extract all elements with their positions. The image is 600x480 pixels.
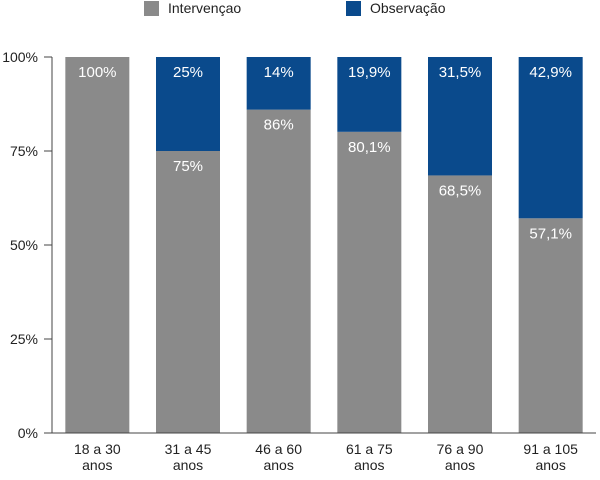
x-tick-label: 18 a 30 xyxy=(74,441,121,457)
data-label: 80,1% xyxy=(348,139,391,156)
y-tick-label: 75% xyxy=(10,143,38,159)
data-label: 100% xyxy=(78,64,116,81)
bar-intervencao xyxy=(428,175,492,433)
data-label: 75% xyxy=(173,158,203,175)
data-label: 68,5% xyxy=(439,182,482,199)
legend-swatch-1 xyxy=(144,1,159,16)
x-tick-label: 46 a 60 xyxy=(255,441,302,457)
legend-label-1: Intervençao xyxy=(168,0,241,16)
x-tick-label: anos xyxy=(263,457,293,473)
bar-intervencao xyxy=(156,151,220,433)
legend-label-2: Observação xyxy=(370,0,446,16)
x-tick-label: anos xyxy=(354,457,384,473)
bar-observacao xyxy=(246,57,311,110)
y-tick-label: 25% xyxy=(10,331,38,347)
bar-observacao xyxy=(518,57,583,219)
y-axis: 0% 25% 50% 75% 100% xyxy=(2,49,53,441)
data-label: 57,1% xyxy=(529,225,572,242)
bar-observacao xyxy=(337,57,402,132)
bar-intervencao xyxy=(337,131,402,433)
x-tick-label: 61 a 75 xyxy=(346,441,393,457)
bar-intervencao xyxy=(65,57,130,433)
x-tick-label: 31 a 45 xyxy=(165,441,212,457)
data-label: 19,9% xyxy=(348,64,391,81)
x-tick-label: anos xyxy=(82,457,112,473)
data-label: 25% xyxy=(173,64,203,81)
x-tick-label: 91 a 105 xyxy=(523,441,578,457)
data-label: 86% xyxy=(264,117,294,134)
legend: Intervençao Observação xyxy=(144,0,446,16)
y-tick-label: 100% xyxy=(2,49,38,65)
y-tick-label: 50% xyxy=(10,237,38,253)
bar-observacao xyxy=(156,57,220,151)
x-tick-label: anos xyxy=(535,457,565,473)
y-tick-label: 0% xyxy=(18,425,38,441)
x-tick-label: 76 a 90 xyxy=(437,441,484,457)
bar-observacao xyxy=(428,57,492,176)
data-label: 14% xyxy=(264,64,294,81)
data-label: 42,9% xyxy=(529,64,572,81)
legend-swatch-2 xyxy=(346,1,361,16)
bars: 100% 75% 25% 86% 14% 80,1% 19,9% 68,5% 31,5% 57,1… xyxy=(65,57,583,433)
bar-intervencao xyxy=(246,109,311,433)
x-tick-label: anos xyxy=(445,457,475,473)
data-label: 31,5% xyxy=(439,64,482,81)
x-tick-label: anos xyxy=(173,457,203,473)
bar-intervencao xyxy=(518,218,583,433)
